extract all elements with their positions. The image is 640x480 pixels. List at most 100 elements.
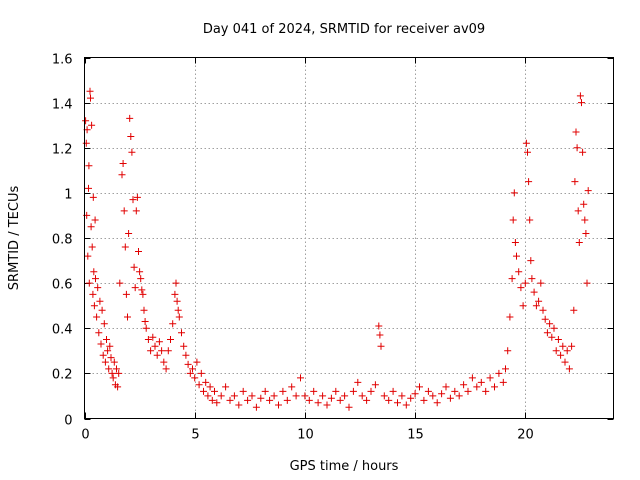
data-point (332, 387, 340, 395)
data-point (261, 387, 269, 395)
data-point (164, 347, 172, 355)
data-point (510, 189, 518, 197)
data-point (506, 313, 514, 321)
plot-frame (84, 57, 614, 419)
data-point (162, 365, 170, 373)
data-point (270, 392, 278, 400)
data-point (515, 268, 523, 276)
data-point (297, 374, 304, 382)
y-tick-label: 0.4 (52, 323, 73, 338)
data-point (101, 358, 109, 366)
data-point (193, 358, 201, 366)
data-point (528, 275, 536, 283)
data-point (147, 347, 155, 355)
data-point (433, 399, 441, 407)
data-point (90, 268, 98, 276)
x-tick-label: 5 (191, 428, 199, 443)
data-point (129, 196, 137, 204)
data-point (128, 148, 136, 156)
data-point (248, 392, 256, 400)
data-point (130, 263, 138, 271)
data-point (394, 399, 401, 407)
data-point (189, 365, 196, 373)
y-tick-label: 0 (64, 414, 72, 429)
data-point (319, 392, 327, 400)
data-point (160, 358, 168, 366)
data-point (104, 347, 112, 355)
data-point (575, 239, 583, 246)
data-point (184, 360, 192, 368)
data-point (546, 320, 554, 328)
data-point (171, 290, 179, 298)
data-point (442, 383, 450, 391)
data-point (502, 365, 509, 373)
data-point (345, 403, 353, 411)
axis-ticks: 0 0.2 0.4 0.6 0.8 1 1.2 1.4 1.6 0 5 10 15 20 (52, 53, 614, 443)
data-point (576, 92, 584, 100)
data-point (582, 230, 590, 237)
data-point (93, 313, 101, 321)
data-point (327, 394, 335, 402)
data-point (584, 187, 592, 195)
data-point (244, 396, 252, 404)
data-point (455, 392, 463, 400)
data-point (110, 358, 118, 366)
y-tick-label: 1.4 (52, 98, 73, 113)
data-point (275, 401, 282, 409)
data-point (133, 193, 141, 201)
data-point (559, 342, 567, 350)
data-point (511, 239, 519, 246)
data-point (301, 392, 309, 400)
data-point (191, 374, 199, 382)
data-point (114, 383, 122, 391)
data-point (581, 216, 589, 224)
data-point (91, 216, 99, 224)
data-point (385, 396, 393, 404)
data-point (509, 216, 517, 224)
data-point (543, 329, 551, 337)
data-point (336, 396, 344, 404)
data-point (504, 347, 512, 355)
data-point (438, 390, 446, 398)
data-point (314, 399, 322, 407)
data-point (550, 324, 558, 332)
data-point (407, 394, 415, 402)
data-point (266, 396, 274, 404)
data-point (367, 387, 375, 395)
data-point (283, 396, 291, 404)
data-point (499, 378, 507, 386)
data-point (120, 207, 128, 215)
data-point (151, 342, 159, 350)
data-point (230, 392, 238, 400)
data-point (87, 223, 95, 231)
data-point (217, 392, 225, 400)
x-axis-label: GPS time / hours (290, 459, 399, 474)
data-point (398, 392, 406, 400)
data-point (124, 313, 131, 321)
data-point (451, 387, 459, 395)
data-point (103, 336, 110, 343)
data-point (519, 302, 527, 310)
data-point (94, 284, 102, 292)
data-point (92, 275, 99, 283)
x-tick-label: 10 (297, 428, 314, 443)
data-point (517, 284, 525, 292)
data-point (532, 302, 540, 310)
data-point (416, 383, 423, 391)
data-point (292, 392, 300, 400)
data-point (127, 133, 135, 140)
data-point (491, 383, 498, 391)
data-point (572, 128, 580, 136)
data-point (420, 396, 428, 404)
data-point (122, 290, 130, 298)
data-point (537, 279, 545, 287)
data-point (578, 99, 585, 107)
data-point (138, 286, 146, 294)
data-point (477, 378, 485, 386)
x-tick-label: 20 (517, 428, 534, 443)
data-point (358, 392, 366, 400)
data-point (139, 290, 147, 298)
data-point (561, 358, 569, 366)
data-point (571, 178, 579, 186)
data-point (99, 351, 107, 359)
